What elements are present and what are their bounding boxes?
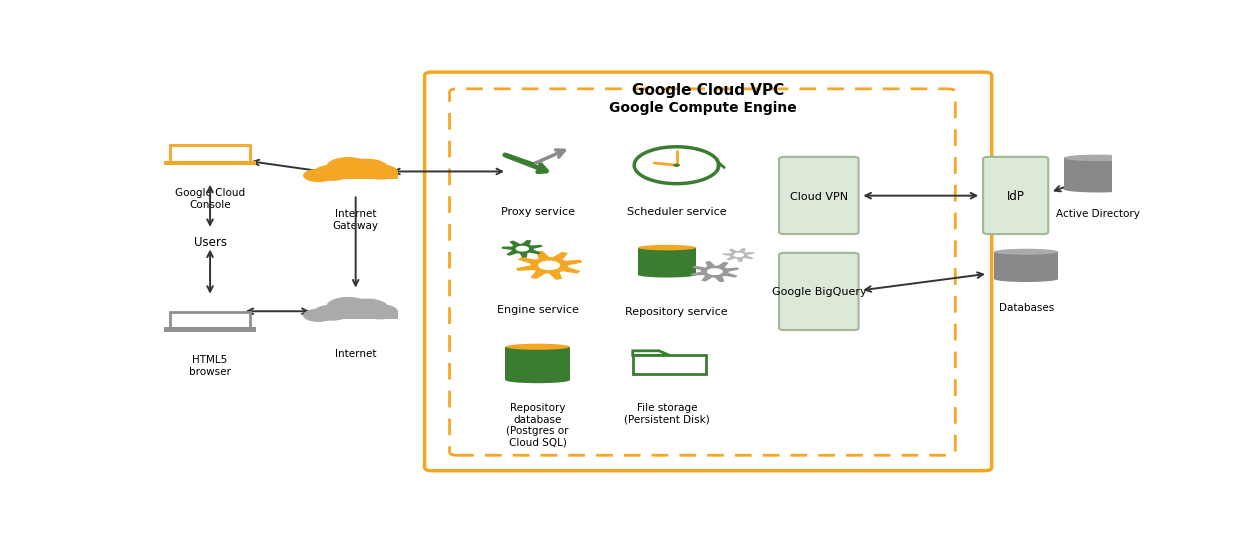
FancyBboxPatch shape <box>169 145 250 163</box>
Circle shape <box>363 304 398 319</box>
Ellipse shape <box>506 344 570 350</box>
Text: Internet
Gateway: Internet Gateway <box>332 209 378 231</box>
Text: Repository service: Repository service <box>625 307 728 317</box>
Polygon shape <box>691 261 739 282</box>
Circle shape <box>314 165 351 181</box>
Circle shape <box>363 164 398 179</box>
Polygon shape <box>502 240 543 258</box>
Text: Repository
database
(Postgres or
Cloud SQL): Repository database (Postgres or Cloud S… <box>507 403 569 448</box>
Polygon shape <box>633 356 707 374</box>
Circle shape <box>674 164 680 167</box>
FancyBboxPatch shape <box>779 253 859 330</box>
Text: Google Cloud VPC: Google Cloud VPC <box>632 82 785 98</box>
Text: Cloud VPN: Cloud VPN <box>790 191 848 202</box>
FancyBboxPatch shape <box>994 252 1058 279</box>
Circle shape <box>345 299 388 318</box>
Text: HTML5
browser: HTML5 browser <box>189 355 231 377</box>
Circle shape <box>345 159 388 178</box>
Text: Engine service: Engine service <box>497 305 578 315</box>
Circle shape <box>326 297 370 316</box>
Circle shape <box>326 157 370 176</box>
Polygon shape <box>723 248 755 262</box>
Text: Google Cloud
Console: Google Cloud Console <box>176 188 245 210</box>
FancyBboxPatch shape <box>779 157 859 234</box>
Circle shape <box>538 261 560 270</box>
Ellipse shape <box>638 245 696 250</box>
Polygon shape <box>515 251 582 280</box>
Text: Proxy service: Proxy service <box>501 207 575 217</box>
Ellipse shape <box>994 276 1058 282</box>
Circle shape <box>303 169 334 182</box>
FancyBboxPatch shape <box>164 327 256 332</box>
Text: Google BigQuery: Google BigQuery <box>772 287 866 298</box>
Text: Google Compute Engine: Google Compute Engine <box>608 101 796 115</box>
FancyBboxPatch shape <box>1063 158 1132 189</box>
Circle shape <box>707 268 723 275</box>
FancyBboxPatch shape <box>638 248 696 275</box>
Text: Internet: Internet <box>335 349 377 359</box>
FancyBboxPatch shape <box>198 163 222 164</box>
Circle shape <box>515 246 529 251</box>
Ellipse shape <box>638 272 696 278</box>
Ellipse shape <box>1063 154 1132 161</box>
Text: Databases: Databases <box>999 303 1054 313</box>
Circle shape <box>733 253 744 257</box>
FancyBboxPatch shape <box>983 157 1048 234</box>
FancyBboxPatch shape <box>313 311 398 319</box>
Circle shape <box>314 305 351 321</box>
Text: IdP: IdP <box>1006 190 1025 203</box>
FancyBboxPatch shape <box>313 171 398 179</box>
Ellipse shape <box>506 377 570 383</box>
FancyBboxPatch shape <box>198 330 222 331</box>
FancyBboxPatch shape <box>169 312 250 330</box>
Circle shape <box>303 309 334 322</box>
Ellipse shape <box>994 249 1058 255</box>
Text: Active Directory: Active Directory <box>1056 209 1140 219</box>
Ellipse shape <box>1063 186 1132 192</box>
FancyBboxPatch shape <box>164 160 256 165</box>
Text: Users: Users <box>194 236 226 249</box>
Text: Scheduler service: Scheduler service <box>627 207 727 217</box>
Text: File storage
(Persistent Disk): File storage (Persistent Disk) <box>624 403 709 425</box>
FancyBboxPatch shape <box>506 347 570 380</box>
